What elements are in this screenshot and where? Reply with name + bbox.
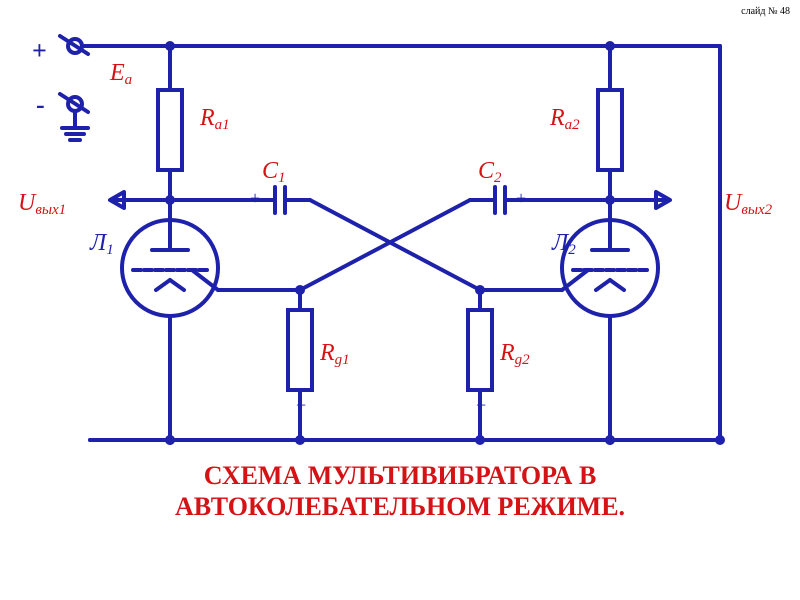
rg2-plus: + — [476, 395, 486, 416]
label-Rg2: Rg2 — [500, 340, 530, 369]
label-Ra2: Ra2 — [550, 105, 580, 134]
label-L1: Л1 — [90, 230, 114, 259]
label-C2: С2 — [478, 158, 502, 187]
label-Ra1: Ra1 — [200, 105, 230, 134]
c1-plus: + — [250, 188, 260, 209]
label-C1: С1 — [262, 158, 286, 187]
circuit-canvas: { "slide_no": "слайд № 48", "title_line1… — [0, 0, 800, 600]
c2-plus: + — [516, 188, 526, 209]
label-Rg1: Rg1 — [320, 340, 350, 369]
rg1-plus: + — [296, 395, 306, 416]
label-Uout2: Uвых2 — [724, 190, 772, 219]
polarity-plus: + — [32, 36, 47, 66]
diagram-title: СХЕМА МУЛЬТИВИБРАТОРА В АВТОКОЛЕБАТЕЛЬНО… — [0, 460, 800, 522]
label-L2: Л2 — [552, 230, 576, 259]
polarity-minus: - — [36, 90, 45, 120]
label-Ea: Ea — [110, 60, 132, 89]
label-Uout1: Uвых1 — [18, 190, 66, 219]
